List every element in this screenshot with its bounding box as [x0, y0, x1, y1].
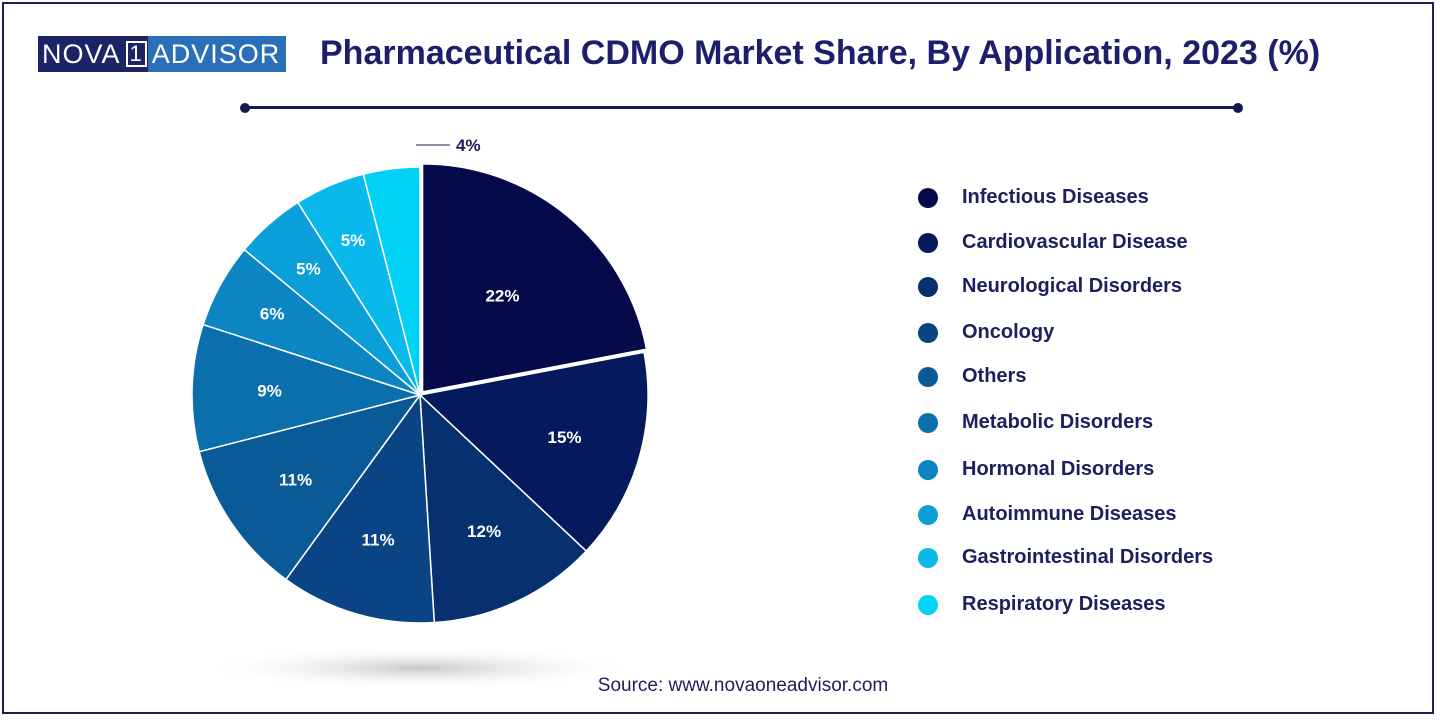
logo-one-text: 1 — [125, 41, 147, 67]
data-label-hormonal-disorders: 6% — [260, 305, 285, 324]
divider-left-dot — [240, 103, 250, 113]
legend-swatch — [918, 547, 938, 568]
pie-slice-others — [198, 393, 422, 581]
data-label-others: 11% — [279, 471, 312, 490]
legend-label: Oncology — [962, 321, 1055, 343]
legend-item-oncology: Oncology — [918, 321, 1054, 344]
pie-slice-neurological-disorders — [419, 393, 588, 624]
data-label-metabolic-disorders: 9% — [257, 381, 282, 400]
legend-label: Autoimmune Diseases — [962, 503, 1177, 525]
chart-title: Pharmaceutical CDMO Market Share, By App… — [320, 34, 1321, 72]
legend-item-metabolic-disorders: Metabolic Disorders — [918, 411, 1153, 434]
divider-right-dot — [1233, 103, 1243, 113]
data-label-oncology: 11% — [361, 531, 394, 550]
brand-logo: NOVA 1 ADVISOR — [38, 36, 287, 72]
pie-slices — [191, 163, 649, 624]
legend-item-neurological-disorders: Neurological Disorders — [918, 275, 1182, 298]
pie-slice-respiratory-diseases — [362, 166, 421, 396]
logo-one: 1 — [124, 36, 148, 72]
data-label-autoimmune-diseases: 5% — [296, 259, 321, 278]
pie-slice-metabolic-disorders — [191, 323, 423, 453]
data-label-respiratory-diseases: 4% — [456, 136, 481, 155]
legend-item-others: Others — [918, 365, 1026, 388]
pie-slice-infectious-diseases — [421, 163, 648, 393]
legend-item-infectious-diseases: Infectious Diseases — [918, 186, 1149, 209]
legend-swatch — [918, 232, 938, 253]
logo-nova: NOVA — [38, 36, 125, 72]
pie-slice-cardiovascular-disease — [418, 351, 649, 553]
legend-label: Others — [962, 365, 1027, 387]
data-label-infectious-diseases: 22% — [485, 286, 519, 305]
pie-slice-oncology — [284, 392, 436, 624]
legend-swatch — [918, 322, 938, 343]
legend-label: Infectious Diseases — [962, 186, 1149, 208]
legend-item-gastrointestinal-disorders: Gastrointestinal Disorders — [918, 546, 1213, 569]
pie-shadow — [200, 646, 640, 690]
title-divider — [246, 106, 1238, 109]
legend-item-cardiovascular-disease: Cardiovascular Disease — [918, 231, 1188, 254]
logo-advisor: ADVISOR — [147, 36, 287, 72]
legend-label: Hormonal Disorders — [962, 458, 1155, 480]
legend-label: Metabolic Disorders — [962, 411, 1154, 433]
legend-swatch — [918, 459, 938, 480]
legend-swatch — [918, 412, 938, 433]
legend-item-hormonal-disorders: Hormonal Disorders — [918, 458, 1154, 481]
legend-label: Gastrointestinal Disorders — [962, 546, 1214, 568]
data-label-cardiovascular-disease: 15% — [547, 428, 581, 447]
legend-item-respiratory-diseases: Respiratory Diseases — [918, 593, 1165, 616]
data-label-neurological-disorders: 12% — [467, 522, 501, 541]
legend-swatch — [918, 187, 938, 208]
legend-swatch — [918, 366, 938, 387]
legend-label: Neurological Disorders — [962, 275, 1183, 297]
source-note: Source: www.novaoneadvisor.com — [597, 675, 889, 696]
legend-swatch — [918, 276, 938, 297]
legend-label: Cardiovascular Disease — [962, 231, 1188, 253]
legend-swatch — [918, 594, 938, 615]
legend-item-autoimmune-diseases: Autoimmune Diseases — [918, 503, 1177, 526]
pie-labels: 22% 15% 12% 11% 11% 9% 6% 5% 5% 4% — [257, 136, 581, 550]
legend-label: Respiratory Diseases — [962, 593, 1166, 615]
data-label-gastrointestinal-disorders: 5% — [341, 231, 366, 250]
legend-swatch — [918, 504, 938, 525]
